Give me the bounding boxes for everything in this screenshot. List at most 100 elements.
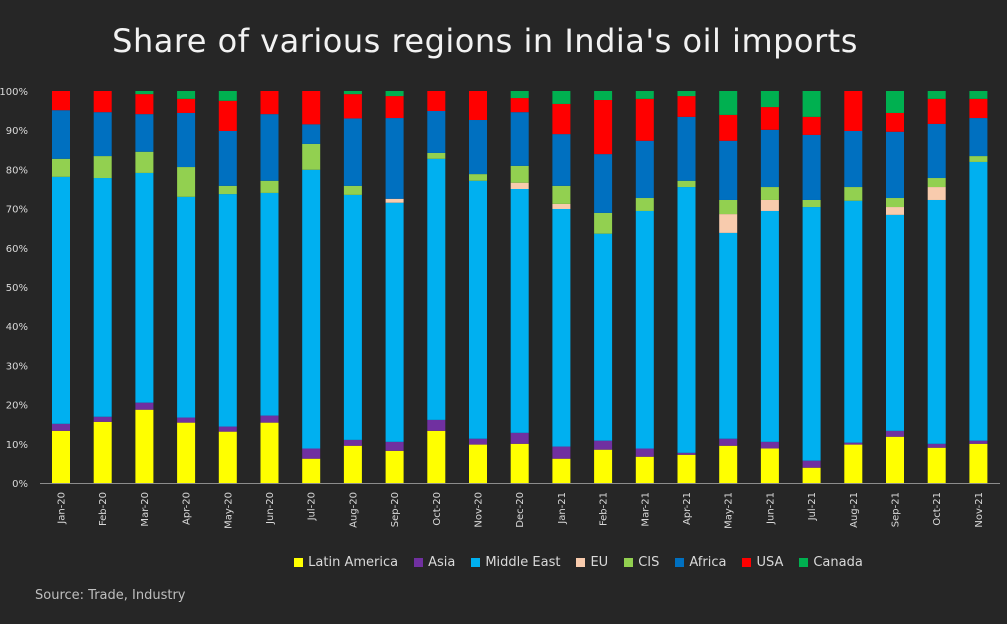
bar-segment-cis — [260, 180, 279, 193]
bar-segment-latin-america — [760, 448, 779, 483]
bar-segment-middle-east — [343, 194, 362, 440]
y-tick-label: 60% — [6, 244, 28, 255]
bar-segment-cis — [927, 178, 946, 188]
bar-segment-canada — [927, 91, 946, 99]
bar-segment-africa — [385, 118, 404, 199]
y-tick-label: 10% — [6, 440, 28, 451]
x-tick-label: Sep-20 — [390, 492, 401, 527]
bar-segment-middle-east — [760, 210, 779, 442]
bar-segment-africa — [719, 140, 738, 200]
bar-segment-middle-east — [635, 210, 654, 449]
bar-segment-canada — [218, 91, 237, 101]
bar-segment-asia — [302, 448, 321, 459]
bar-segment-latin-america — [802, 467, 821, 483]
bar-segment-cis — [469, 174, 487, 181]
x-tick-label: May-20 — [223, 492, 234, 529]
y-tick-label: 0% — [12, 479, 28, 490]
bar-segment-canada — [594, 91, 613, 101]
bar-segment-latin-america — [177, 422, 196, 483]
x-tick-label: Jul-20 — [307, 492, 318, 521]
bar-segment-usa — [886, 112, 904, 132]
bar-segment-latin-america — [510, 443, 529, 483]
x-tick-label: Jan-21 — [557, 492, 568, 525]
legend-swatch — [294, 558, 304, 567]
bar-segment-eu — [510, 182, 529, 189]
bar-segment-africa — [302, 124, 321, 144]
bar-segment-middle-east — [177, 196, 196, 418]
bar-segment-cis — [135, 151, 154, 173]
bar-segment-middle-east — [218, 194, 237, 427]
bar-segment-middle-east — [385, 202, 404, 442]
x-tick-label: Feb-20 — [98, 492, 109, 526]
bar-segment-canada — [135, 91, 154, 95]
bar-segment-canada — [760, 91, 779, 108]
bar-segment-asia — [760, 441, 779, 449]
y-tick-label: 30% — [6, 361, 28, 372]
bar-segment-usa — [385, 96, 404, 119]
bar-segment-asia — [886, 430, 904, 437]
legend-item: USA — [742, 555, 783, 570]
legend-item: Middle East — [471, 555, 560, 570]
legend-label: Middle East — [485, 555, 561, 570]
bar-segment-asia — [177, 417, 196, 423]
bar-segment-asia — [635, 448, 654, 457]
x-tick-label: Oct-20 — [432, 492, 443, 526]
x-tick-label: Apr-20 — [182, 492, 193, 525]
x-tick-label: Jun-21 — [765, 492, 776, 525]
bar-segment-middle-east — [594, 233, 613, 441]
legend-swatch — [742, 558, 752, 567]
bar-segment-africa — [177, 112, 196, 168]
source-note: Source: Trade, Industry — [35, 588, 186, 603]
bar-segment-asia — [469, 438, 487, 445]
bar-segment-usa — [760, 107, 779, 130]
bar-segment-cis — [802, 199, 821, 208]
bar-segment-latin-america — [844, 444, 863, 483]
bar-segment-africa — [969, 118, 988, 157]
x-tick-label: Mar-21 — [640, 492, 651, 527]
bar-segment-usa — [927, 98, 946, 124]
x-tick-label: Nov-21 — [974, 492, 985, 528]
x-tick-label: Apr-21 — [682, 492, 693, 525]
legend-label: USA — [756, 555, 784, 570]
legend-item: Asia — [414, 555, 455, 570]
x-tick-label: Feb-21 — [599, 492, 610, 526]
bar-segment-usa — [469, 91, 487, 121]
bar-segment-latin-america — [427, 430, 446, 483]
bar-segment-eu — [719, 214, 738, 233]
bar-segment-middle-east — [510, 189, 529, 433]
legend-label: EU — [590, 555, 609, 570]
y-tick-label: 80% — [6, 165, 28, 176]
bar-segment-canada — [177, 91, 196, 99]
bar-segment-cis — [594, 212, 613, 234]
bar-segment-africa — [427, 110, 446, 153]
bar-segment-canada — [635, 91, 654, 99]
bar-segment-latin-america — [93, 421, 112, 483]
bar-segment-usa — [135, 94, 154, 115]
bar-segment-middle-east — [927, 199, 946, 444]
bar-segment-usa — [594, 100, 613, 155]
x-tick-label: Nov-20 — [474, 492, 485, 528]
bar-segment-eu — [760, 199, 779, 211]
bar-segment-middle-east — [427, 158, 446, 420]
y-tick-label: 20% — [6, 401, 28, 412]
bar-segment-cis — [52, 158, 70, 177]
legend-label: Canada — [813, 555, 863, 570]
legend-item: Africa — [675, 555, 726, 570]
bar-segment-middle-east — [677, 187, 696, 453]
y-tick-label: 90% — [6, 126, 28, 137]
bar-segment-middle-east — [552, 208, 571, 447]
bar-segment-canada — [802, 91, 821, 117]
bar-segment-usa — [218, 100, 237, 131]
legend-label: CIS — [638, 555, 660, 570]
x-tick-label: Jun-20 — [265, 492, 276, 525]
bar-segment-canada — [969, 91, 988, 99]
bar-segment-asia — [844, 442, 863, 445]
bar-segment-canada — [385, 91, 404, 97]
bar-segment-africa — [52, 110, 70, 159]
bar-segment-cis — [760, 187, 779, 200]
bar-segment-usa — [52, 91, 70, 111]
bar-segment-cis — [343, 185, 362, 195]
bar-segment-asia — [927, 443, 946, 448]
bar-segment-latin-america — [635, 456, 654, 483]
bar-segment-usa — [552, 103, 571, 135]
